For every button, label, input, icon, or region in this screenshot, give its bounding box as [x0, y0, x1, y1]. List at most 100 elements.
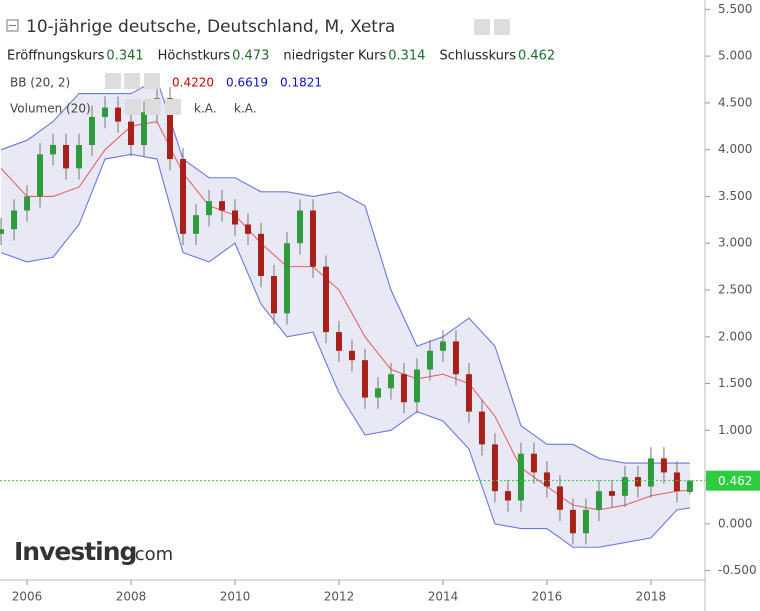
candle-body — [141, 112, 148, 145]
y-tick-label: 3.000 — [718, 236, 752, 250]
ohlc-value: 0.462 — [518, 49, 555, 64]
last-price-box — [706, 470, 760, 491]
brand-name: Investing — [14, 537, 136, 566]
collapse-icon[interactable] — [6, 19, 19, 32]
candle-body — [76, 145, 83, 169]
candle-body — [115, 107, 122, 122]
candle-body — [89, 116, 96, 145]
candle-body — [335, 332, 342, 351]
y-tick-label: 3.500 — [718, 189, 752, 203]
candle-body — [322, 266, 329, 333]
candle-body — [530, 453, 537, 473]
candle-body — [232, 210, 238, 225]
candle-body — [361, 360, 368, 398]
chart-title: 10-jährige deutsche, Deutschland, M, Xet… — [26, 17, 395, 37]
candle-body — [244, 224, 251, 234]
y-tick-label: 2.000 — [718, 329, 752, 343]
candle-body — [413, 369, 420, 403]
settings-icon[interactable] — [145, 99, 161, 115]
band-fill — [1, 79, 690, 548]
bb-value: 0.1821 — [280, 76, 322, 90]
x-tick-label: 2014 — [428, 590, 459, 604]
candle-body — [63, 145, 70, 169]
candle-body — [193, 215, 200, 234]
candle-body — [50, 145, 57, 155]
settings-icon[interactable] — [494, 19, 510, 35]
candle-body — [102, 107, 109, 117]
candle-body — [660, 458, 667, 473]
ohlc-label: Eröffnungskurs — [7, 49, 105, 64]
close-icon[interactable] — [144, 73, 160, 89]
ohlc-value: 0.473 — [232, 49, 269, 64]
volume-label: Volumen (20) — [10, 102, 91, 116]
candle-body — [608, 491, 615, 496]
candle-body — [647, 458, 654, 487]
candle-body — [686, 480, 693, 492]
brand-suffix: .com — [129, 544, 173, 565]
candle-body — [296, 210, 303, 244]
y-tick-label: 0.000 — [718, 516, 752, 530]
ohlc-label: Schlusskurs — [439, 49, 516, 64]
eye-icon[interactable] — [125, 99, 141, 115]
candle-body — [556, 486, 563, 510]
x-tick-label: 2018 — [636, 590, 667, 604]
candle-body — [167, 98, 174, 160]
candle-body — [374, 388, 381, 398]
candle-body — [595, 491, 602, 510]
candle-body — [517, 453, 524, 501]
candle-body — [309, 210, 316, 267]
candle-body — [24, 196, 31, 211]
candle-body — [491, 444, 498, 492]
candle-body — [504, 491, 511, 501]
bb-value: 0.4220 — [172, 76, 214, 90]
x-tick-label: 2008 — [116, 590, 147, 604]
candle-body — [180, 159, 187, 234]
candle-body — [439, 341, 446, 351]
ohlc-label: Höchstkurs — [158, 49, 231, 64]
plot-area — [0, 78, 693, 548]
candle-body — [673, 472, 680, 492]
close-icon[interactable] — [165, 99, 181, 115]
y-tick-label: 4.000 — [718, 142, 752, 156]
y-tick-label: 5.000 — [718, 49, 752, 63]
volume-value: k.A. — [234, 102, 257, 116]
last-price-label: 0.462 — [718, 474, 752, 488]
y-tick-label: 2.500 — [718, 283, 752, 297]
candle-body — [569, 509, 576, 534]
y-tick-label: 4.500 — [718, 95, 752, 109]
x-tick-label: 2012 — [324, 590, 355, 604]
candle-body — [270, 275, 277, 314]
candle-body — [283, 243, 290, 314]
ohlc-label: niedrigster Kurs — [283, 49, 386, 64]
bb-upper — [0, 78, 690, 464]
candle-body — [465, 374, 472, 412]
candle-body — [37, 154, 44, 197]
y-tick-label: 5.500 — [718, 2, 752, 16]
x-tick-label: 2010 — [220, 590, 251, 604]
candle-body — [257, 233, 264, 276]
eye-icon[interactable] — [474, 19, 490, 35]
bb-value: 0.6619 — [226, 76, 268, 90]
candle-body — [634, 477, 641, 487]
candle-body — [621, 477, 628, 496]
candle-body — [0, 229, 5, 234]
ohlc-value: 0.314 — [388, 49, 425, 64]
candle-body — [128, 121, 135, 145]
bb-lower — [0, 153, 691, 548]
candle-body — [348, 350, 355, 361]
volume-value: k.A. — [194, 102, 217, 116]
eye-icon[interactable] — [105, 73, 121, 89]
candle-body — [206, 201, 213, 216]
ohlc-value: 0.341 — [106, 49, 143, 64]
candle-body — [387, 374, 394, 389]
settings-icon[interactable] — [124, 73, 140, 89]
y-tick-label: 1.500 — [718, 376, 752, 390]
candle-body — [478, 411, 485, 445]
bb-label: BB (20, 2) — [10, 76, 70, 90]
x-tick-label: 2016 — [532, 590, 563, 604]
y-tick-label: 1.000 — [718, 423, 752, 437]
y-tick-label: -0.500 — [718, 563, 757, 577]
candle-body — [11, 210, 18, 230]
candle-body — [543, 472, 550, 487]
